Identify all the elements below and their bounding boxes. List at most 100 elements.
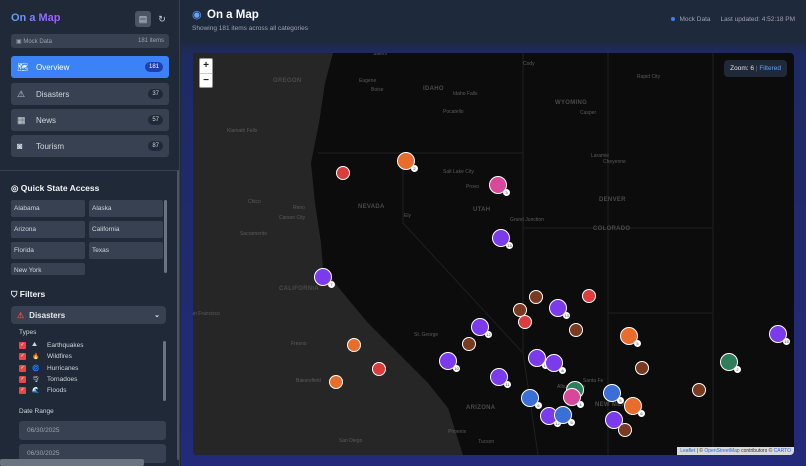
map-label: OREGON (273, 78, 302, 84)
state-california[interactable]: California (89, 221, 163, 238)
last-updated: Last updated: 4:52:18 PM (720, 16, 795, 23)
map-label: CALIFORNIA (279, 286, 319, 292)
map-marker-purple[interactable]: 15 (769, 325, 790, 345)
map-marker-brown[interactable] (692, 383, 706, 397)
map-label: DENVER (599, 197, 626, 203)
marker-count-badge: 2 (734, 366, 741, 373)
map-marker-brown[interactable] (618, 423, 632, 437)
zoom-out-button[interactable]: − (200, 73, 212, 87)
map-marker-brown[interactable] (529, 290, 543, 304)
map-marker-pink[interactable]: 4 (563, 388, 584, 408)
item-count: 181 items (137, 38, 164, 44)
state-new-york[interactable]: New York (11, 263, 85, 275)
type-icon: 🔥 (32, 354, 40, 361)
map-marker-purple[interactable]: 11 (490, 368, 511, 388)
type-checkbox-floods[interactable]: ✓ 🌊 Floods (19, 387, 67, 395)
states-scrollbar[interactable] (164, 200, 167, 273)
marker-count-badge: 5 (634, 340, 641, 347)
leaflet-link[interactable]: Leaflet (680, 448, 696, 454)
map-marker-purple[interactable]: 12 (471, 318, 492, 338)
date-to-input[interactable]: 06/30/2025 (19, 444, 166, 463)
state-alaska[interactable]: Alaska (89, 200, 163, 217)
map-marker-purple[interactable]: 10 (439, 352, 460, 372)
marker-count-badge: 6 (535, 402, 542, 409)
map-marker-purple[interactable] (605, 411, 623, 429)
map-marker-brown[interactable] (569, 323, 583, 337)
type-label: Floods (47, 387, 67, 395)
map-marker-red[interactable] (336, 166, 350, 180)
map-label: Grand Junction (510, 217, 544, 223)
map-label: San Diego (339, 438, 363, 444)
map-label: Reno (293, 205, 305, 211)
map-label: Santa Fe (583, 378, 604, 384)
zoom-controls: + − (199, 58, 213, 88)
state-texas[interactable]: Texas (89, 242, 163, 259)
map-marker-green[interactable]: 2 (720, 353, 741, 373)
map-marker-blue[interactable]: 5 (554, 406, 575, 426)
map-marker-orange[interactable]: 5 (620, 327, 641, 347)
marker-count-badge: 7 (328, 281, 335, 288)
nav-news[interactable]: ▦ News 57 (11, 109, 169, 131)
map-marker-purple[interactable]: 13 (549, 299, 570, 319)
category-dropdown[interactable]: ⚠ Disasters ⌄ (11, 306, 166, 324)
filters-heading: ⛉ Filters (11, 289, 45, 300)
database-icon: ▣ (16, 38, 24, 45)
separator: | (755, 65, 758, 72)
map-marker-red[interactable] (372, 362, 386, 376)
map-marker-brown[interactable] (462, 337, 476, 351)
types-scrollbar[interactable] (163, 341, 166, 401)
status-dot (671, 17, 676, 21)
nav-overview[interactable]: 🗺 Overview 181 (11, 56, 169, 78)
nav-tourism[interactable]: ◙ Tourism 87 (11, 135, 169, 157)
checkbox-checked[interactable]: ✓ (19, 387, 26, 395)
map-marker-purple[interactable]: 8 (545, 354, 566, 374)
date-from-input[interactable]: 06/30/2025 (19, 421, 166, 440)
state-florida[interactable]: Florida (11, 242, 85, 259)
map-label: NEW MEXICO (595, 402, 638, 408)
map-marker-purple[interactable]: 15 (492, 229, 513, 249)
checkbox-checked[interactable]: ✓ (19, 353, 26, 361)
zoom-in-button[interactable]: + (203, 60, 209, 71)
map-marker-orange[interactable] (347, 338, 361, 352)
map-marker-red[interactable] (582, 289, 596, 303)
checkbox-checked[interactable]: ✓ (19, 364, 26, 372)
map-label: Tucson (478, 439, 495, 445)
horizontal-scrollbar[interactable] (0, 459, 144, 466)
state-arizona[interactable]: Arizona (11, 221, 85, 238)
map-label: Cody (523, 61, 535, 67)
carto-link[interactable]: CARTO (773, 448, 791, 454)
type-checkbox-wildfires[interactable]: ✓ 🔥 Wildfires (19, 353, 72, 361)
checkbox-checked[interactable]: ✓ (19, 342, 26, 349)
map-marker-brown[interactable] (635, 361, 649, 375)
map-marker-purple[interactable]: 7 (314, 268, 335, 288)
type-icon: 🌀 (32, 365, 40, 372)
map-marker-pink[interactable]: 3 (489, 176, 510, 196)
nav-label: Overview (36, 62, 70, 72)
data-source: Mock Data (679, 16, 711, 23)
marker-count-badge: 15 (783, 338, 790, 345)
map-marker-orange[interactable]: 2 (397, 152, 418, 172)
map[interactable]: Salem Eugene OREGON IDAHO Boise Idaho Falls Po… (193, 53, 794, 455)
checkbox-checked[interactable]: ✓ (19, 375, 26, 383)
map-label: Klamath Falls (227, 128, 258, 134)
sidebar: On a Map ▤ ↻ ▣ Mock Data 181 items 🗺 Overv… (0, 0, 180, 466)
map-marker-red[interactable] (518, 315, 532, 329)
map-marker-blue[interactable]: 5 (603, 384, 624, 404)
database-icon[interactable]: ▤ (135, 11, 151, 27)
type-checkbox-earthquakes[interactable]: ✓ ⛰ Earthquakes (19, 342, 84, 349)
marker-count-badge: 5 (568, 419, 575, 426)
type-checkbox-hurricanes[interactable]: ✓ 🌀 Hurricanes (19, 364, 78, 372)
state-alabama[interactable]: Alabama (11, 200, 85, 217)
heading-text: Quick State Access (20, 183, 100, 193)
map-marker-purple[interactable]: 14 (528, 349, 549, 369)
sidebar-scrollbar[interactable] (177, 170, 179, 460)
map-marker-blue[interactable]: 6 (521, 389, 542, 409)
map-label: Carson City (279, 215, 306, 221)
refresh-icon[interactable]: ↻ (158, 13, 166, 24)
nav-disasters[interactable]: ⚠ Disasters 37 (11, 83, 169, 105)
map-marker-orange[interactable]: 6 (624, 397, 645, 417)
map-marker-orange[interactable] (329, 375, 343, 389)
map-label: Fresno (291, 341, 307, 347)
type-checkbox-tornadoes[interactable]: ✓ 🌪 Tornadoes (19, 375, 77, 383)
osm-link[interactable]: OpenStreetMap (704, 448, 740, 454)
